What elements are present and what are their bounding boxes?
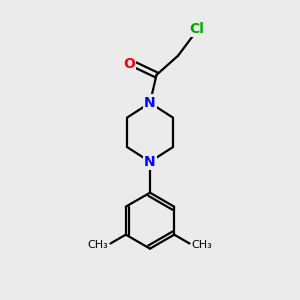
Text: N: N (144, 155, 156, 169)
Text: CH₃: CH₃ (192, 240, 212, 250)
Text: O: O (124, 57, 135, 71)
Text: N: N (144, 96, 156, 110)
Text: Cl: Cl (190, 22, 205, 36)
Text: CH₃: CH₃ (88, 240, 108, 250)
